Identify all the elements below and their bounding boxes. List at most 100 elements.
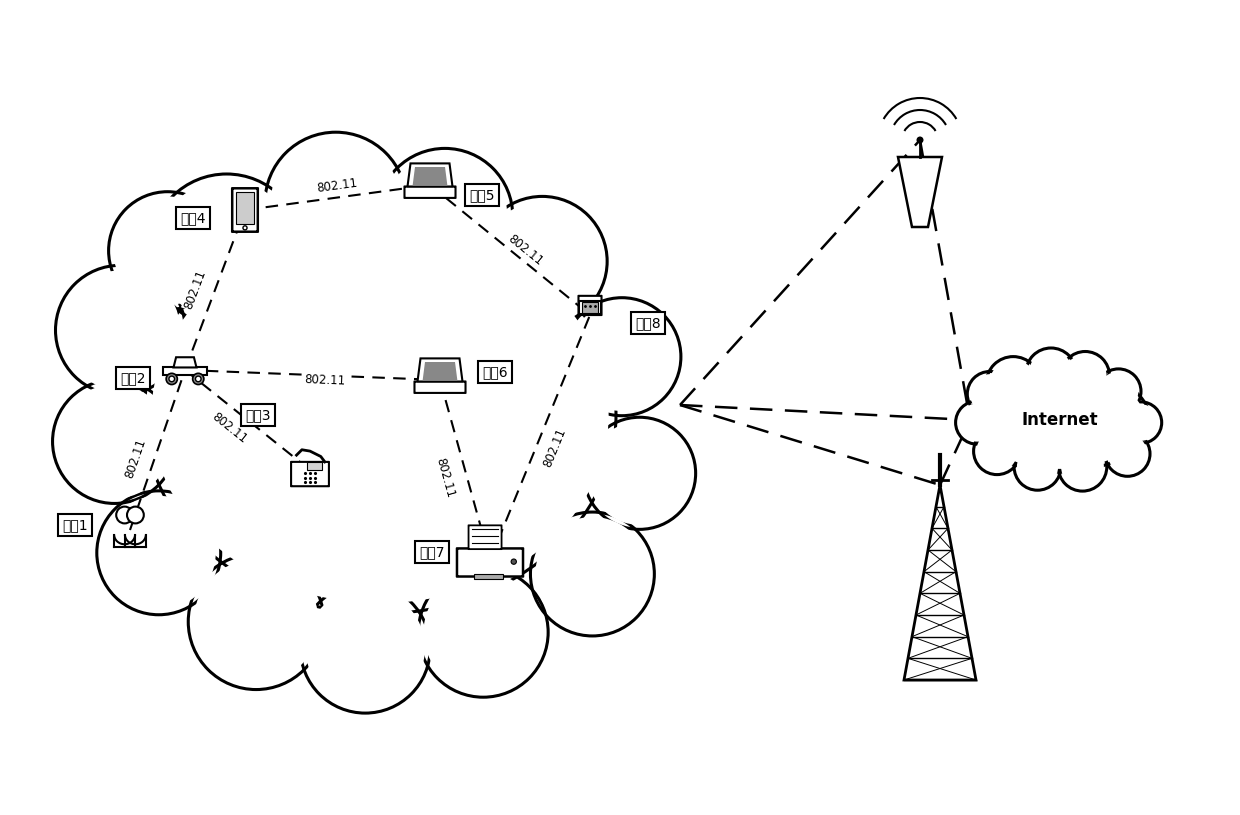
- FancyBboxPatch shape: [232, 188, 258, 231]
- Circle shape: [482, 201, 601, 321]
- Ellipse shape: [976, 371, 1145, 469]
- Circle shape: [916, 136, 924, 143]
- Circle shape: [1099, 372, 1138, 412]
- Circle shape: [1014, 443, 1061, 490]
- Circle shape: [61, 271, 180, 390]
- Circle shape: [424, 573, 543, 692]
- FancyBboxPatch shape: [458, 548, 523, 576]
- Text: 802.11: 802.11: [210, 410, 249, 446]
- Circle shape: [188, 554, 324, 689]
- Circle shape: [126, 507, 144, 523]
- Circle shape: [109, 192, 227, 310]
- Ellipse shape: [970, 368, 1149, 472]
- Circle shape: [193, 559, 319, 684]
- Polygon shape: [898, 157, 942, 227]
- FancyBboxPatch shape: [414, 381, 465, 393]
- FancyBboxPatch shape: [474, 574, 503, 579]
- FancyBboxPatch shape: [308, 462, 322, 470]
- Polygon shape: [423, 362, 458, 381]
- Circle shape: [1105, 431, 1149, 476]
- Circle shape: [973, 428, 1021, 474]
- Circle shape: [956, 401, 998, 444]
- Text: 节点7: 节点7: [419, 545, 445, 559]
- Circle shape: [270, 138, 401, 268]
- Circle shape: [196, 376, 201, 381]
- Text: 802.11: 802.11: [182, 268, 208, 311]
- FancyBboxPatch shape: [469, 526, 501, 549]
- Polygon shape: [164, 368, 207, 375]
- Circle shape: [57, 385, 171, 499]
- FancyBboxPatch shape: [579, 296, 601, 315]
- Text: 节点6: 节点6: [482, 365, 508, 379]
- Circle shape: [477, 196, 608, 326]
- Polygon shape: [413, 167, 448, 186]
- Circle shape: [1120, 402, 1162, 443]
- Circle shape: [584, 417, 696, 530]
- Polygon shape: [579, 301, 600, 315]
- FancyBboxPatch shape: [236, 192, 254, 224]
- Circle shape: [990, 360, 1037, 408]
- Circle shape: [150, 174, 304, 328]
- Circle shape: [976, 430, 1018, 472]
- Circle shape: [97, 491, 221, 615]
- Polygon shape: [904, 485, 976, 680]
- Polygon shape: [408, 163, 453, 187]
- Circle shape: [959, 403, 996, 442]
- Circle shape: [243, 226, 247, 230]
- Text: 802.11: 802.11: [433, 456, 456, 500]
- Text: 802.11: 802.11: [541, 426, 569, 469]
- Circle shape: [169, 376, 175, 381]
- Circle shape: [1061, 351, 1110, 400]
- Circle shape: [156, 180, 298, 321]
- Text: Internet: Internet: [1022, 411, 1099, 429]
- FancyBboxPatch shape: [291, 462, 329, 487]
- Circle shape: [265, 132, 407, 274]
- FancyBboxPatch shape: [404, 187, 455, 198]
- Circle shape: [166, 373, 177, 385]
- Circle shape: [1058, 443, 1107, 491]
- Circle shape: [536, 517, 650, 631]
- Text: 节点5: 节点5: [469, 188, 495, 202]
- Circle shape: [531, 512, 655, 636]
- Circle shape: [52, 380, 176, 504]
- Circle shape: [305, 588, 425, 708]
- Ellipse shape: [144, 216, 616, 614]
- Text: 802.11: 802.11: [505, 232, 546, 268]
- Circle shape: [1096, 369, 1141, 414]
- Circle shape: [967, 372, 1012, 416]
- Circle shape: [418, 567, 548, 697]
- Circle shape: [56, 266, 185, 395]
- Circle shape: [192, 373, 203, 385]
- Circle shape: [117, 507, 133, 523]
- FancyBboxPatch shape: [583, 302, 598, 313]
- Circle shape: [1064, 355, 1106, 397]
- Text: 节点3: 节点3: [246, 408, 270, 422]
- Circle shape: [1122, 404, 1159, 441]
- Circle shape: [568, 302, 676, 411]
- Polygon shape: [174, 357, 196, 368]
- Circle shape: [382, 154, 507, 279]
- Text: 节点2: 节点2: [120, 371, 146, 385]
- Circle shape: [970, 374, 1009, 414]
- Text: 节点1: 节点1: [62, 518, 88, 532]
- Circle shape: [1107, 434, 1147, 474]
- Circle shape: [113, 196, 222, 305]
- Circle shape: [300, 584, 430, 713]
- Circle shape: [986, 357, 1040, 411]
- Text: 802.11: 802.11: [316, 176, 358, 195]
- Circle shape: [511, 559, 516, 564]
- Text: 节点8: 节点8: [635, 316, 661, 330]
- Text: 802.11: 802.11: [304, 372, 345, 387]
- Circle shape: [1025, 348, 1076, 399]
- Circle shape: [588, 421, 691, 525]
- Ellipse shape: [151, 227, 609, 603]
- Circle shape: [377, 148, 513, 284]
- Circle shape: [1061, 446, 1104, 488]
- Text: 节点4: 节点4: [180, 211, 206, 225]
- Circle shape: [102, 496, 216, 610]
- Text: 802.11: 802.11: [123, 437, 149, 479]
- Circle shape: [1029, 351, 1073, 395]
- Circle shape: [1017, 446, 1058, 487]
- Polygon shape: [418, 359, 463, 381]
- Circle shape: [563, 297, 681, 416]
